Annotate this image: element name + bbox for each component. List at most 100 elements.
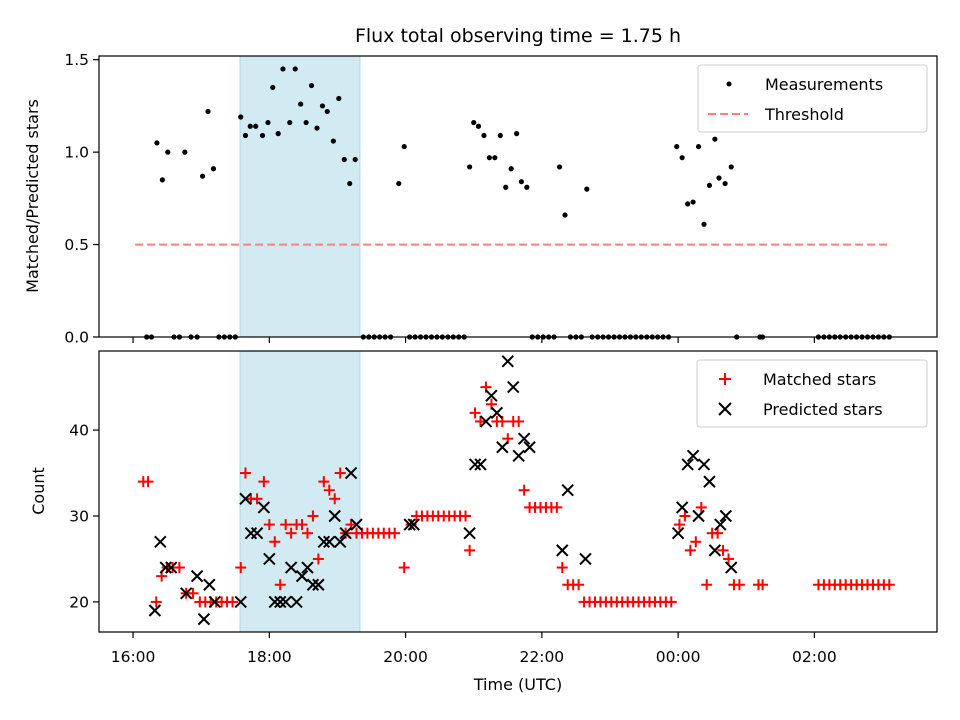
measurement-point [265, 119, 271, 126]
matched-star-point [475, 415, 487, 427]
matched-star-point [679, 510, 691, 522]
legend-measurements-marker [726, 81, 732, 87]
predicted-star-point [234, 595, 247, 609]
predicted-star-point [159, 561, 172, 574]
predicted-star-point [148, 604, 162, 617]
top-y-axis-label: Matched/Predicted stars [23, 99, 42, 293]
predicted-star-point [512, 449, 525, 463]
predicted-star-point [523, 441, 536, 454]
predicted-star-point [403, 518, 416, 531]
predicted-star-point [290, 595, 303, 609]
measurement-point [514, 131, 520, 137]
matched-star-point [142, 476, 154, 488]
matched-star-point [318, 476, 330, 488]
measurement-point [556, 164, 563, 170]
matched-star-point [733, 579, 745, 591]
predicted-star-point [485, 389, 498, 402]
predicted-star-point [507, 380, 520, 394]
measurement-point [292, 66, 298, 72]
measurement-point [253, 123, 259, 129]
matched-star-point [329, 493, 341, 505]
matched-star-point [239, 467, 251, 479]
predicted-star-point [284, 561, 298, 574]
measurement-point [679, 155, 685, 161]
measurement-point [508, 166, 514, 172]
measurement-point [287, 119, 293, 126]
predicted-star-point [250, 526, 264, 540]
measurement-point [352, 156, 358, 163]
predicted-star-point [474, 458, 487, 471]
predicted-star-point [263, 552, 276, 566]
predicted-star-point [208, 595, 222, 609]
measurement-point [259, 132, 266, 139]
matched-star-point [684, 544, 696, 556]
measurement-point [303, 119, 309, 126]
measurement-point [347, 180, 353, 187]
predicted-star-point [579, 552, 592, 566]
matched-star-point [280, 519, 292, 531]
predicted-star-point [179, 587, 193, 600]
bottom-x-tick-label: 00:00 [656, 648, 701, 666]
top-y-tick-label: 1.0 [64, 144, 89, 162]
x-axis-label: Time (UTC) [473, 675, 562, 694]
matched-star-point [150, 596, 162, 608]
bottom-axis-ticks: 20 30 40 16:00 18:00 20:00 22:00 00:00 02:00 [69, 422, 836, 666]
predicted-star-point [556, 544, 569, 557]
predicted-star-point [517, 432, 531, 445]
matched-star-point [556, 562, 568, 574]
predicted-star-point [268, 595, 281, 609]
bottom-shaded-region [239, 350, 361, 633]
measurement-point [199, 173, 206, 179]
measurement-point [336, 95, 342, 102]
legend-matched-marker [719, 373, 731, 385]
measurement-point [518, 179, 525, 185]
top-axis-ticks: 0.0 0.5 1.0 1.5 [64, 51, 815, 347]
predicted-star-point [675, 501, 689, 514]
measurement-point [695, 143, 702, 150]
matched-star-point [258, 476, 270, 488]
predicted-star-point [312, 578, 325, 591]
predicted-star-point [317, 535, 331, 548]
predicted-star-point [274, 595, 287, 609]
predicted-star-point [725, 561, 738, 574]
predicted-star-point [692, 509, 705, 523]
predicted-star-point [496, 441, 509, 454]
predicted-star-point [333, 535, 347, 548]
matched-star-point [883, 579, 895, 591]
top-legend: Measurements Threshold [697, 64, 928, 133]
predicted-star-point [697, 458, 711, 471]
predicted-star-point [463, 526, 476, 540]
predicted-star-point [490, 406, 504, 420]
matched-star-point [723, 553, 735, 565]
bottom-x-tick-label: 02:00 [792, 648, 837, 666]
matched-star-point [227, 596, 239, 608]
matched-star-point [323, 484, 335, 496]
measurement-point [205, 108, 211, 115]
predicted-star-point [301, 561, 314, 574]
bottom-legend: Matched stars Predicted stars [696, 359, 928, 428]
measurement-point [314, 125, 320, 131]
predicted-star-point [479, 415, 493, 428]
predicted-star-point [714, 518, 727, 531]
matched-star-point [460, 510, 472, 522]
top-shade-rect [239, 55, 361, 338]
predicted-star-point [328, 509, 341, 523]
predicted-star-point [703, 475, 716, 488]
measurement-point [270, 84, 276, 91]
matched-star-point [690, 536, 702, 548]
predicted-star-point [561, 484, 574, 497]
predicted-star-point [719, 509, 733, 523]
matched-star-point [389, 527, 401, 539]
measurement-point [503, 184, 509, 190]
chart-title: Flux total observing time = 1.75 h [355, 25, 681, 47]
measurement-point [210, 166, 217, 172]
measurement-point [701, 221, 707, 227]
measurement-point [238, 114, 244, 120]
measurement-point [471, 119, 477, 126]
matched-star-point [269, 536, 281, 548]
matched-star-point [701, 579, 713, 591]
measurement-point [165, 149, 171, 155]
predicted-star-point [323, 535, 336, 548]
measurement-point [275, 131, 281, 137]
